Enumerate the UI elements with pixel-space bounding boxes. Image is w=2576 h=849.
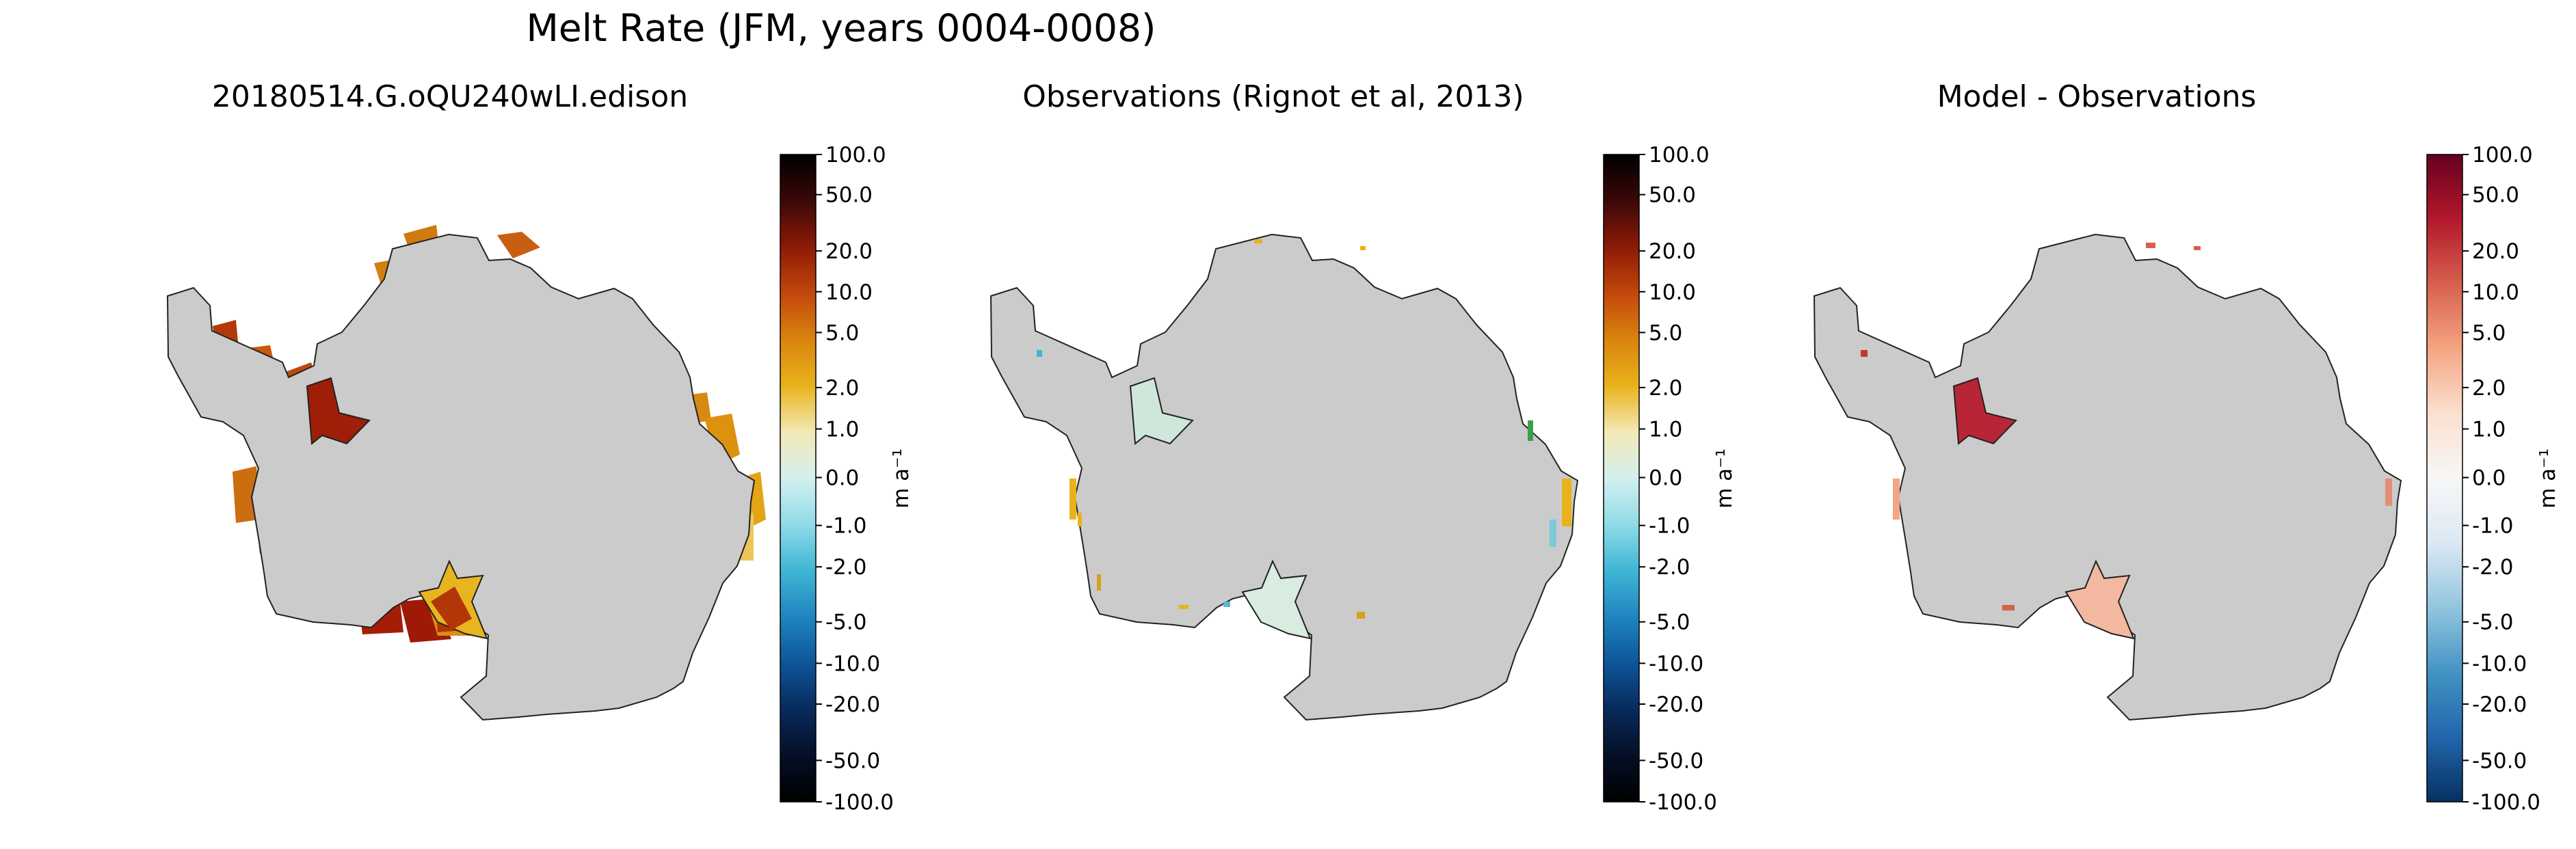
colorbar-observations-ticks: 100.0 50.0 20.0 10.0 5.0 2.0 1.0 0.0 -1.0 -2.0 -5.… <box>1639 143 1717 815</box>
colorbar-tick-label: -2.0 <box>1649 555 1690 580</box>
colorbar-tick-label: -10.0 <box>1649 651 1703 676</box>
colorbar-tick-label: -1.0 <box>1649 514 1690 539</box>
colorbar-tick-label: -50.0 <box>825 749 880 773</box>
colorbar-tick-label: 100.0 <box>825 143 886 167</box>
colorbar-model <box>780 154 816 803</box>
colorbar-tick-label: -50.0 <box>2472 749 2527 773</box>
colorbar-tick-label: 20.0 <box>1649 239 1696 264</box>
panel-observations-title: Observations (Rignot et al, 2013) <box>1022 79 1524 114</box>
colorbar-tick-label: 50.0 <box>825 183 873 208</box>
colorbar-tick-label: 10.0 <box>1649 280 1696 305</box>
colorbar-tick-label: 2.0 <box>825 376 859 401</box>
colorbar-tick-label: 0.0 <box>2472 466 2506 491</box>
colorbar-model-label: m a⁻¹ <box>889 448 914 509</box>
colorbar-tick-label: -100.0 <box>825 790 894 815</box>
colorbar-tick-label: -100.0 <box>1649 790 1717 815</box>
colorbar-tick-label: 0.0 <box>825 466 859 491</box>
colorbar-tick-label: 1.0 <box>2472 418 2506 442</box>
colorbar-tick-label: 1.0 <box>1649 418 1682 442</box>
ross-iceshelf-melt <box>306 377 371 445</box>
colorbar-tick-label: -1.0 <box>825 514 867 539</box>
panel-observations: Observations (Rignot et al, 2013) 100.0 5… <box>990 79 1737 815</box>
panel-difference: Model - Observations 100.0 50.0 20.0 10.0 5.… <box>1814 79 2560 815</box>
colorbar-tick-label: 50.0 <box>2472 183 2519 208</box>
colorbar-difference-ticks: 100.0 50.0 20.0 10.0 5.0 2.0 1.0 0.0 -1.0 -2.0 -5.… <box>2462 143 2540 815</box>
colorbar-tick-label: -20.0 <box>1649 692 1703 717</box>
colorbar-tick-label: -5.0 <box>1649 610 1690 635</box>
colorbar-tick-label: -50.0 <box>1649 749 1703 773</box>
filchner-inner-melt <box>431 587 472 630</box>
panel-difference-title: Model - Observations <box>1937 79 2257 114</box>
colorbar-difference-label: m a⁻¹ <box>2536 448 2560 509</box>
colorbar-tick-label: -5.0 <box>825 610 867 635</box>
antarctica-map-observations <box>990 234 1578 720</box>
ross-iceshelf-obs <box>1129 377 1194 445</box>
antarctica-landmass <box>990 234 1578 720</box>
diff-fringe-dots <box>1861 243 2392 610</box>
colorbar-tick-label: 20.0 <box>2472 239 2519 264</box>
colorbar-tick-label: -100.0 <box>2472 790 2540 815</box>
colorbar-tick-label: -1.0 <box>2472 514 2514 539</box>
colorbar-tick-label: -20.0 <box>825 692 880 717</box>
colorbar-tick-label: 5.0 <box>2472 321 2506 345</box>
colorbar-tick-label: -2.0 <box>825 555 867 580</box>
panel-model: 20180514.G.oQU240wLI.edison <box>167 79 914 815</box>
colorbar-tick-label: -20.0 <box>2472 692 2527 717</box>
obs-fringe-dots <box>1037 239 1571 619</box>
colorbar-tick-label: 50.0 <box>1649 183 1696 208</box>
figure-title: Melt Rate (JFM, years 0004-0008) <box>526 6 1156 50</box>
colorbar-difference <box>2426 154 2463 803</box>
colorbar-tick-label: 5.0 <box>1649 321 1682 345</box>
antarctica-map-model <box>167 225 766 720</box>
colorbar-tick-label: 1.0 <box>825 418 859 442</box>
melt-cell <box>497 232 540 258</box>
ross-iceshelf-diff <box>1952 377 2017 445</box>
panel-model-title: 20180514.G.oQU240wLI.edison <box>212 79 688 114</box>
colorbar-tick-label: -5.0 <box>2472 610 2514 635</box>
filchner-iceshelf-diff <box>2064 559 2135 640</box>
colorbar-tick-label: 5.0 <box>825 321 859 345</box>
colorbar-tick-label: 2.0 <box>2472 376 2506 401</box>
colorbar-tick-label: -10.0 <box>825 651 880 676</box>
colorbar-tick-label: 100.0 <box>1649 143 1710 167</box>
colorbar-tick-label: 100.0 <box>2472 143 2533 167</box>
colorbar-observations <box>1603 154 1640 803</box>
melt-cell <box>704 414 740 465</box>
colorbar-tick-label: 0.0 <box>1649 466 1682 491</box>
colorbar-observations-label: m a⁻¹ <box>1712 448 1737 509</box>
colorbar-tick-label: 2.0 <box>1649 376 1682 401</box>
colorbar-tick-label: -2.0 <box>2472 555 2514 580</box>
filchner-iceshelf-obs <box>1241 559 1312 640</box>
colorbar-tick-label: 10.0 <box>825 280 873 305</box>
colorbar-tick-label: -10.0 <box>2472 651 2527 676</box>
colorbar-model-ticks: 100.0 50.0 20.0 10.0 5.0 2.0 1.0 0.0 -1.0 -2.0 -5.… <box>816 143 894 815</box>
colorbar-tick-label: 10.0 <box>2472 280 2519 305</box>
antarctica-map-difference <box>1814 234 2402 720</box>
colorbar-tick-label: 20.0 <box>825 239 873 264</box>
antarctica-landmass <box>1814 234 2402 720</box>
